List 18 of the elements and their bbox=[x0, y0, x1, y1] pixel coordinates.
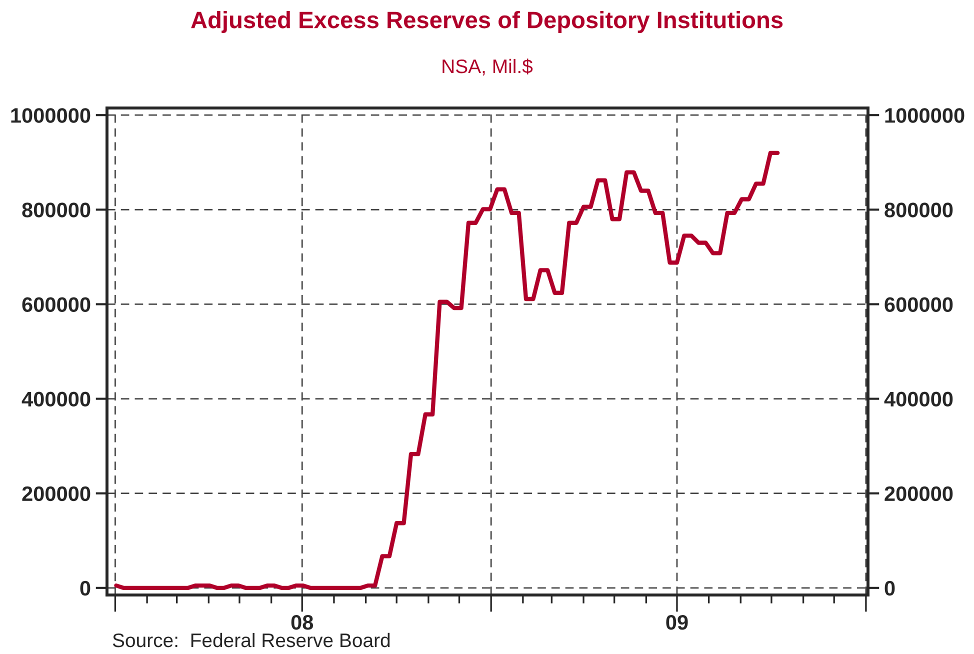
y2-tick-label: 800000 bbox=[884, 202, 953, 218]
y-tick-label: 800000 bbox=[22, 202, 90, 218]
y2-tick-label: 1000000 bbox=[885, 108, 964, 123]
y-tick-label: 400000 bbox=[22, 392, 90, 407]
y-tick-label: 1000000 bbox=[11, 108, 90, 123]
source-note: Source: Federal Reserve Board bbox=[112, 632, 390, 648]
y2-tick-label: 0 bbox=[884, 580, 895, 596]
chart-title: Adjusted Excess Reserves of Depository Institutions bbox=[191, 10, 783, 34]
y-tick-label: 0 bbox=[80, 580, 90, 596]
chart-subtitle: NSA, Mil.$ bbox=[442, 58, 533, 76]
y2-tick-label: 600000 bbox=[884, 297, 953, 312]
y-tick-label: 600000 bbox=[22, 297, 90, 312]
x-tick-label: 08 bbox=[291, 614, 314, 630]
x-tick-label: 09 bbox=[666, 614, 688, 630]
y-tick-label: 200000 bbox=[22, 486, 90, 502]
y2-tick-label: 200000 bbox=[884, 486, 953, 502]
y2-tick-label: 400000 bbox=[884, 392, 953, 407]
line-series bbox=[114, 150, 780, 590]
